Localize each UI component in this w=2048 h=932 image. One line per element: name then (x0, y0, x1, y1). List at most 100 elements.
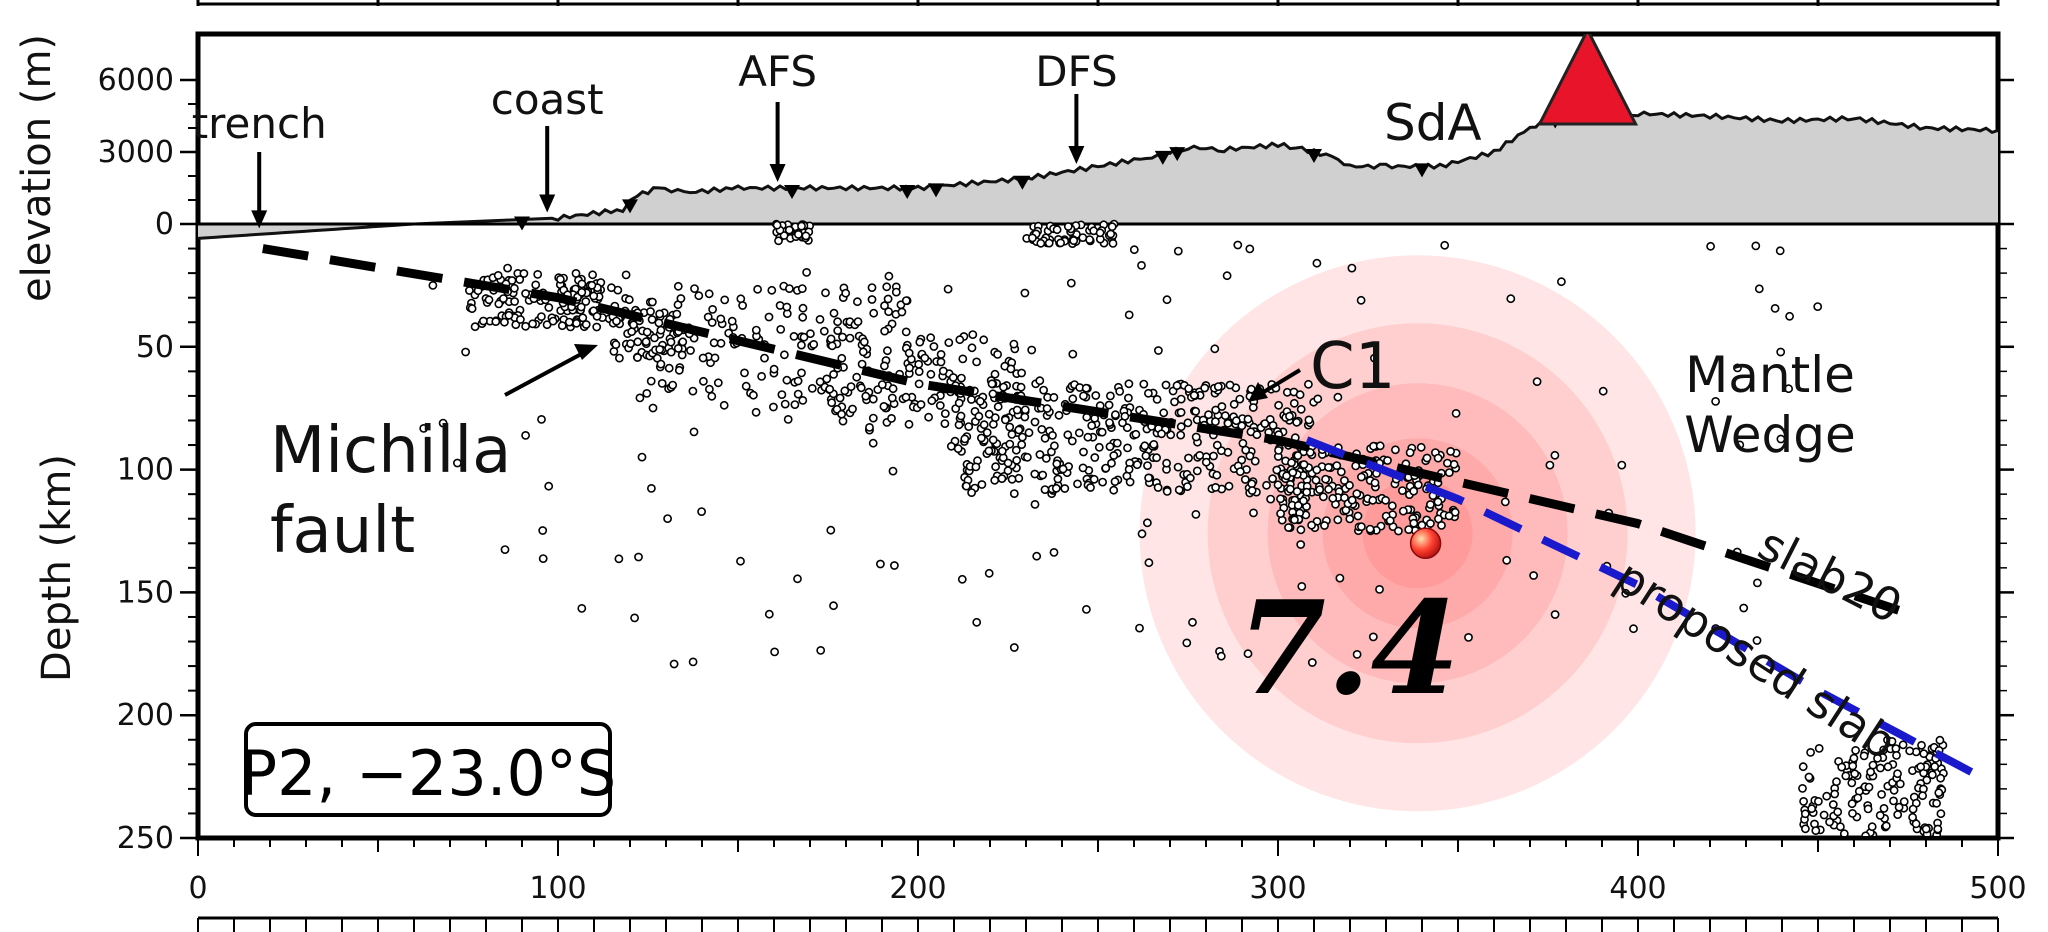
earthquake-point (1893, 810, 1903, 819)
earthquake-point (956, 411, 966, 421)
earthquake-point (741, 381, 751, 391)
earthquake-point (1144, 473, 1153, 483)
earthquake-point (1011, 445, 1021, 455)
earthquake-point (1139, 379, 1149, 389)
profile-box (244, 722, 612, 817)
earthquake-point (809, 339, 819, 349)
earthquake-point (988, 389, 998, 399)
earthquake-point (853, 317, 863, 326)
earthquake-point (1109, 485, 1119, 495)
earthquake-point (1272, 465, 1282, 475)
earthquake-point (1023, 452, 1032, 462)
earthquake-point (1174, 485, 1184, 495)
earthquake-point (990, 369, 1000, 379)
earthquake-point (1284, 523, 1293, 532)
earthquake-point (1176, 430, 1186, 440)
earthquake-point (588, 270, 597, 280)
earthquake-point (1173, 462, 1183, 472)
earthquake-point (705, 384, 714, 394)
earthquake-point (677, 350, 687, 360)
earthquake-point (867, 295, 877, 304)
earthquake-point (943, 284, 953, 294)
earthquake-point (1018, 432, 1027, 442)
earthquake-point (1336, 467, 1346, 477)
earthquake-point (1192, 466, 1202, 476)
earthquake-point (868, 438, 878, 448)
earthquake-point (993, 402, 1003, 412)
earthquake-point (494, 299, 504, 309)
earthquake-point (1131, 429, 1141, 439)
earthquake-point (1370, 478, 1380, 488)
earthquake-point (1069, 236, 1079, 245)
earthquake-point (1124, 393, 1133, 403)
earthquake-point (1296, 525, 1306, 535)
earthquake-point (1806, 748, 1815, 757)
earthquake-point (626, 339, 635, 348)
earthquake-point (719, 400, 729, 410)
earthquake-point (764, 312, 774, 322)
earthquake-point (967, 395, 976, 404)
earthquake-point (647, 315, 657, 324)
earthquake-point (1798, 762, 1808, 772)
earthquake-point (1296, 404, 1306, 414)
annotation-arrow-head (1068, 146, 1085, 164)
elev-tick-label: 6000 (98, 63, 174, 98)
earthquake-point (1090, 453, 1100, 462)
earthquake-point (581, 297, 591, 306)
station-marker (1014, 175, 1031, 190)
annotation-sda: SdA (1384, 94, 1482, 152)
earthquake-point (968, 330, 978, 339)
earthquake-point (713, 378, 723, 388)
earthquake-point (1152, 394, 1162, 404)
earthquake-point (1464, 633, 1473, 642)
earthquake-point (957, 574, 967, 584)
earthquake-point (1385, 516, 1395, 525)
earthquake-point (1233, 240, 1243, 250)
earthquake-point (977, 480, 987, 489)
earthquake-point (841, 288, 851, 298)
earthquake-point (577, 604, 587, 613)
earthquake-point (1932, 798, 1941, 808)
earthquake-point (884, 271, 894, 281)
earthquake-point (1299, 496, 1308, 506)
earthquake-point (901, 327, 911, 337)
earthquake-point (793, 376, 803, 386)
earthquake-point (790, 400, 800, 409)
earthquake-point (764, 609, 774, 619)
earthquake-point (1012, 405, 1022, 415)
earthquake-point (883, 346, 892, 356)
earthquake-point (1241, 445, 1251, 455)
earthquake-point (1124, 379, 1134, 389)
earthquake-point (1030, 499, 1040, 509)
earthquake-point (1140, 441, 1150, 451)
earthquake-point (1413, 480, 1423, 490)
earthquake-point (1001, 415, 1010, 425)
earthquake-point (840, 386, 850, 396)
earthquake-point (1041, 453, 1051, 463)
earthquake-point (676, 294, 686, 303)
earthquake-point (1347, 263, 1357, 273)
earthquake-point (1132, 460, 1142, 470)
earthquake-point (716, 338, 726, 348)
earthquake-point (1030, 469, 1040, 479)
annotation-arrow-head (769, 164, 786, 182)
earthquake-point (1545, 460, 1555, 470)
earthquake-point (880, 301, 889, 311)
earthquake-point (521, 289, 530, 298)
earthquake-point (1108, 238, 1118, 248)
earthquake-point (630, 613, 639, 623)
earthquake-point (646, 307, 655, 316)
earthquake-point (1060, 484, 1070, 493)
earthquake-point (927, 396, 937, 406)
earthquake-point (1243, 414, 1253, 424)
earthquake-point (916, 400, 926, 409)
earthquake-point (648, 403, 658, 413)
earthquake-point (1213, 382, 1223, 391)
earthquake-point (797, 368, 806, 378)
earthquake-point (1143, 461, 1152, 470)
earthquake-point (1440, 240, 1450, 250)
earthquake-point (1141, 451, 1151, 461)
earthquake-point (1063, 222, 1073, 231)
earthquake-point (669, 659, 679, 669)
earthquake-point (1733, 363, 1742, 373)
